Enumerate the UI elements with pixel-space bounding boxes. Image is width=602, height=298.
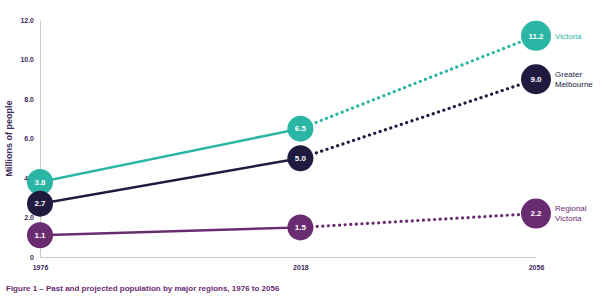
x-tick: 1976 bbox=[33, 257, 49, 271]
x-tick-label: 2056 bbox=[529, 264, 545, 271]
y-tick-label: 0 bbox=[30, 254, 34, 261]
x-tick-label: 2018 bbox=[293, 264, 309, 271]
chart-title: Figure 1 – Past and projected population… bbox=[6, 284, 280, 293]
y-tick: 0 bbox=[30, 254, 40, 261]
y-axis-title: Millions of people bbox=[4, 101, 14, 177]
y-tick-label: 2.0 bbox=[24, 214, 34, 221]
x-tick: 2056 bbox=[529, 257, 545, 271]
series-label-line: Melbourne bbox=[555, 80, 593, 89]
y-axis-line bbox=[40, 21, 41, 258]
marker bbox=[287, 116, 313, 142]
series-line bbox=[40, 158, 300, 203]
series-label-line: Regional bbox=[555, 204, 587, 213]
marker bbox=[27, 222, 53, 248]
chart: 02.04.06.08.010.012.0197620182056Million… bbox=[0, 0, 602, 298]
data-label: 11.2 bbox=[528, 32, 544, 41]
data-label: 2.7 bbox=[34, 199, 46, 208]
y-tick-label: 6.0 bbox=[24, 135, 34, 142]
series-line bbox=[300, 79, 536, 158]
marker bbox=[521, 199, 551, 229]
marker bbox=[521, 64, 551, 94]
data-label: 1.5 bbox=[295, 223, 307, 232]
data-label: 2.2 bbox=[530, 209, 542, 218]
x-axis: 1976 2018 2056 bbox=[33, 257, 545, 271]
series-line bbox=[300, 214, 536, 228]
series-line bbox=[40, 129, 300, 182]
y-tick: 6.0 bbox=[24, 135, 40, 142]
data-label: 5.0 bbox=[295, 154, 307, 163]
series-label: Victoria bbox=[555, 32, 582, 41]
series-label-line: Greater bbox=[555, 70, 582, 79]
series-label: RegionalVictoria bbox=[555, 204, 587, 223]
y-tick: 12.0 bbox=[20, 17, 40, 24]
series-label: GreaterMelbourne bbox=[555, 70, 593, 89]
series-label-line: Victoria bbox=[555, 214, 582, 223]
y-tick-label: 8.0 bbox=[24, 96, 34, 103]
x-tick: 2018 bbox=[293, 257, 309, 271]
x-axis-line bbox=[41, 257, 537, 258]
data-label: 6.5 bbox=[295, 124, 307, 133]
y-tick: 8.0 bbox=[24, 96, 40, 103]
plot-area bbox=[40, 36, 536, 235]
markers: 6.5 11.2 3.8 5.0 9.0 2.7 1.5 2.2 1.1 bbox=[27, 21, 551, 248]
data-label: 9.0 bbox=[530, 75, 542, 84]
series-line bbox=[300, 36, 536, 129]
marker bbox=[521, 21, 551, 51]
y-tick-label: 10.0 bbox=[20, 56, 34, 63]
marker bbox=[27, 191, 53, 217]
series-line bbox=[40, 227, 300, 235]
data-label: 1.1 bbox=[34, 231, 46, 240]
series-label-line: Victoria bbox=[555, 32, 582, 41]
data-label: 3.8 bbox=[34, 178, 46, 187]
x-tick-label: 1976 bbox=[33, 264, 49, 271]
y-tick-label: 12.0 bbox=[20, 17, 34, 24]
marker bbox=[287, 214, 313, 240]
y-tick: 10.0 bbox=[20, 56, 40, 63]
marker bbox=[287, 145, 313, 171]
